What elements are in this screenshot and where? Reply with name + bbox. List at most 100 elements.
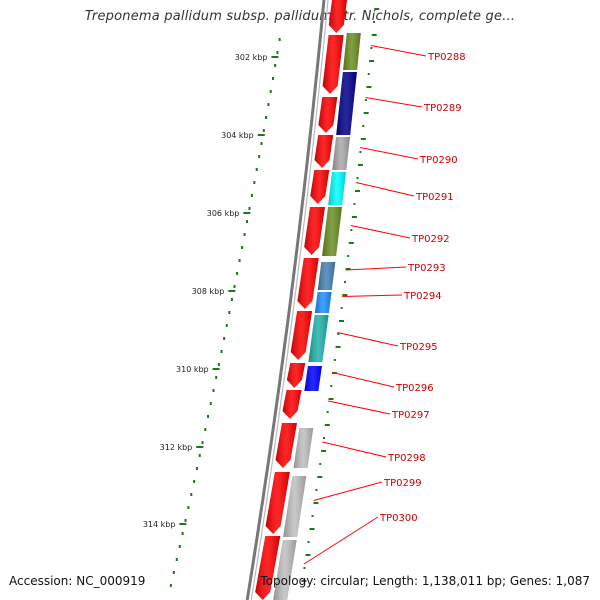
inner-ruler-dot: [315, 489, 318, 491]
gene-label-leader: [370, 45, 427, 57]
gene-block-shade: [283, 476, 307, 537]
ruler-dot: [175, 558, 178, 561]
ruler-dot: [236, 272, 239, 275]
forward-gene-shade: [275, 423, 297, 468]
gene-label: TP0299: [383, 478, 422, 489]
ruler-dot: [233, 285, 236, 288]
scale-tick: [212, 368, 220, 370]
inner-ruler-dot: [301, 580, 307, 582]
ruler-dot: [238, 259, 241, 262]
scale-label: 308 kbp: [192, 287, 225, 296]
scale-label: 314 kbp: [143, 520, 176, 529]
scale-label: 304 kbp: [221, 131, 254, 140]
gene-label-leader: [365, 97, 423, 108]
inner-ruler-dot: [366, 86, 372, 88]
scale-tick: [243, 212, 251, 214]
gene-block-shade: [293, 428, 314, 468]
forward-strand-genes: [255, 0, 347, 600]
backbone-line: [250, 0, 329, 600]
forward-gene-shade: [290, 311, 313, 360]
scale-tick: [271, 56, 279, 58]
forward-gene-shade: [297, 258, 319, 309]
inner-ruler-dot: [347, 255, 350, 257]
gene-label: TP0289: [423, 103, 462, 114]
gene-label-leader: [303, 516, 379, 565]
inner-ruler-dot: [305, 554, 311, 556]
gene-block-shade: [336, 72, 357, 135]
ruler-dot: [220, 350, 223, 353]
inner-ruler-dot: [362, 125, 365, 127]
gene-label: TP0297: [391, 410, 430, 421]
gene-label-leader: [328, 400, 391, 415]
ruler-dot: [172, 571, 175, 574]
gene-labels: TP0288 TP0289 TP0290 TP0291 TP0292 TP0293 TP02…: [303, 45, 466, 565]
inner-ruler-dot: [353, 203, 356, 205]
ruler-dot: [178, 545, 181, 548]
outer-tick-dots: [169, 38, 281, 587]
scale-label: 312 kbp: [160, 443, 193, 452]
gene-block-shade: [328, 172, 346, 205]
inner-ruler-dot: [374, 8, 380, 10]
inner-ruler-dot: [371, 34, 377, 36]
gene-block-shade: [317, 262, 336, 290]
inner-ruler-dot: [338, 320, 344, 322]
inner-ruler-dot: [350, 229, 353, 231]
inner-ruler-dot: [343, 281, 346, 283]
ruler-dot: [209, 402, 212, 405]
reverse-strand-genes: [273, 33, 361, 600]
gene-block-shade: [308, 315, 329, 362]
ruler-dot: [223, 337, 226, 340]
inner-ruler-dot: [363, 112, 369, 114]
inner-ruler-dot: [369, 60, 375, 62]
kbp-scale-labels: 302 kbp 304 kbp 306 kbp 308 kbp 310 kbp 312 k…: [143, 53, 279, 529]
inner-ruler-dot: [357, 164, 363, 166]
ruler-dot: [255, 168, 258, 171]
ruler-dot: [262, 129, 265, 132]
ruler-dot: [201, 441, 204, 444]
gene-label: TP0288: [427, 52, 466, 63]
gene-block-shade: [304, 366, 322, 391]
gene-block-shade: [273, 540, 297, 600]
forward-gene-shade: [282, 390, 302, 419]
gene-label-leader: [356, 182, 415, 197]
inner-ruler-dot: [321, 450, 327, 452]
gene-label-leader: [345, 266, 407, 271]
ruler-dot: [278, 38, 281, 41]
forward-gene-shade: [322, 35, 344, 94]
genome-summary-text: Topology: circular; Length: 1,138,011 bp…: [260, 574, 590, 588]
ruler-dot: [212, 389, 215, 392]
ruler-dot: [241, 246, 244, 249]
forward-gene-shade: [265, 472, 290, 534]
ruler-dot: [207, 415, 210, 418]
gene-label-leader: [313, 481, 383, 501]
scale-label: 302 kbp: [235, 53, 268, 62]
ruler-dot: [271, 77, 274, 80]
scale-tick: [257, 134, 265, 136]
ruler-dot: [246, 220, 249, 223]
inner-ruler-dot: [330, 385, 333, 387]
ruler-dot: [248, 207, 251, 210]
ruler-dot: [228, 311, 231, 314]
gene-block-shade: [322, 207, 342, 256]
scale-label: 306 kbp: [207, 209, 240, 218]
gene-label: TP0298: [387, 453, 426, 464]
gene-label: TP0296: [395, 383, 434, 394]
backbone-line: [245, 0, 326, 600]
ruler-dot: [269, 90, 272, 93]
inner-ruler-dot: [360, 138, 366, 140]
ruler-dot: [198, 454, 201, 457]
forward-gene-shade: [304, 207, 325, 255]
ruler-dot: [217, 363, 220, 366]
gene-block-shade: [343, 33, 361, 70]
gene-label: TP0294: [403, 291, 442, 302]
ruler-dot: [267, 103, 270, 106]
gene-block-shade: [332, 137, 350, 170]
gene-block-shade: [314, 292, 332, 313]
ruler-dot: [253, 181, 256, 184]
forward-gene-shade: [310, 170, 330, 204]
inner-ruler-dot: [342, 294, 348, 296]
ruler-dot: [195, 467, 198, 470]
inner-ruler-dot: [317, 476, 323, 478]
ruler-dot: [265, 116, 268, 119]
